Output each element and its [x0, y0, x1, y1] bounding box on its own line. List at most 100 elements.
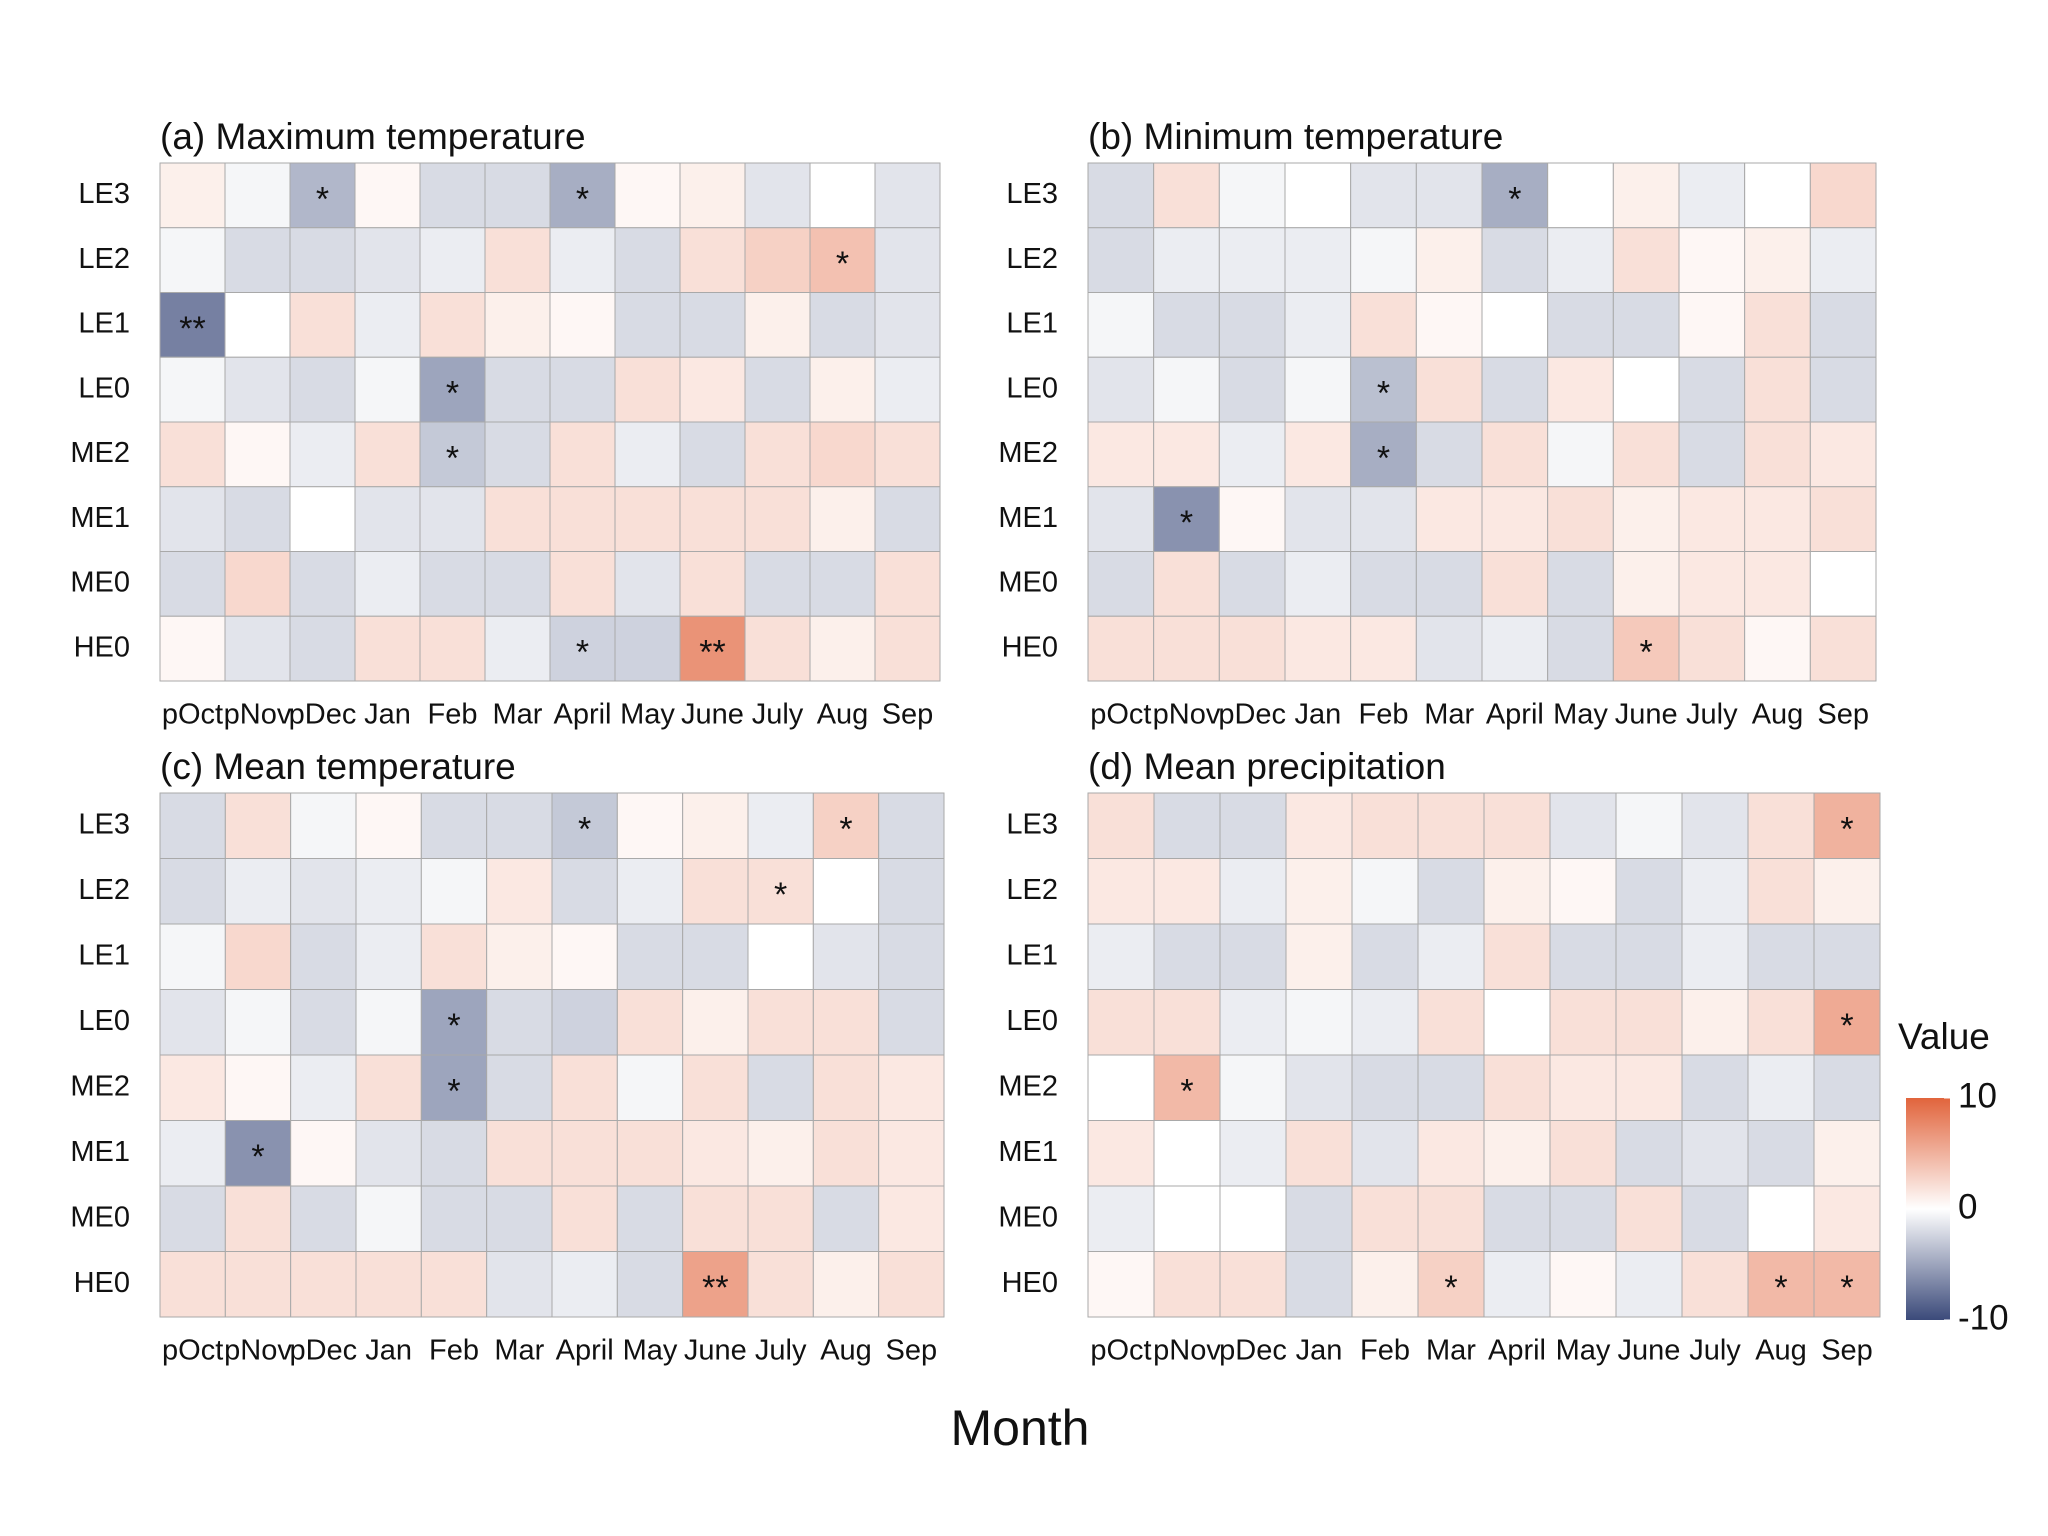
heatmap-cell [1813, 792, 1881, 859]
panel-title: (a) Maximum temperature [160, 116, 586, 157]
heatmap-cell [616, 1185, 684, 1252]
heatmap-cell [679, 551, 746, 617]
heatmap-cell [1350, 551, 1417, 617]
heatmap-cell [224, 421, 291, 488]
heatmap-cell [1218, 227, 1286, 293]
x-tick-label: Mar [1426, 1335, 1476, 1367]
y-tick-label: LE2 [78, 243, 130, 275]
heatmap-cell [1350, 615, 1417, 682]
heatmap-cell [224, 923, 292, 990]
heatmap-cell [616, 1251, 684, 1318]
x-tick-label: Feb [1360, 1335, 1410, 1367]
x-tick-label: May [623, 1335, 678, 1367]
heatmap-cell [159, 421, 226, 488]
heatmap-cell [224, 1054, 292, 1121]
y-tick-label: LE0 [1006, 372, 1058, 404]
heatmap-cell [1681, 923, 1749, 990]
heatmap-cell [1218, 421, 1286, 488]
panel-title: (b) Minimum temperature [1088, 116, 1503, 157]
heatmap-cell [1615, 858, 1683, 925]
heatmap-cell [614, 421, 681, 488]
heatmap-cell [744, 292, 811, 358]
heatmap-cell [809, 615, 876, 682]
y-tick-label: HE0 [1002, 1267, 1058, 1299]
colorbar-tick-label: -10 [1958, 1298, 2009, 1337]
heatmap-cell [679, 292, 746, 358]
heatmap-cell [420, 989, 488, 1056]
heatmap-cell [616, 1120, 684, 1187]
heatmap-cell [551, 858, 618, 925]
heatmap-cell [159, 1185, 226, 1252]
heatmap-cell [1483, 923, 1551, 990]
heatmap-cell [1612, 292, 1680, 358]
x-axis-label: Month [951, 1400, 1090, 1456]
significance-mark: * [251, 1138, 264, 1176]
x-tick-label: May [620, 699, 675, 731]
heatmap-cell [878, 1185, 945, 1252]
significance-mark: * [576, 180, 589, 218]
heatmap-cell [419, 551, 486, 617]
heatmap-cell [1219, 1185, 1287, 1252]
y-tick-label: ME2 [998, 1070, 1058, 1102]
heatmap-cell [874, 421, 941, 488]
heatmap-cell [159, 162, 226, 229]
heatmap-cell [682, 1120, 749, 1187]
significance-mark: * [576, 634, 589, 672]
significance-mark: * [578, 811, 591, 849]
y-tick-label: LE3 [1006, 808, 1058, 840]
heatmap-cell [679, 356, 746, 423]
heatmap-cell [679, 227, 746, 293]
heatmap-cell [1483, 858, 1551, 925]
y-tick-label: LE2 [78, 874, 130, 906]
heatmap-cell [224, 162, 291, 229]
heatmap-cell [1612, 162, 1680, 229]
heatmap-cell [1417, 1185, 1485, 1252]
heatmap-cell [289, 551, 356, 617]
heatmap-cell [809, 551, 876, 617]
heatmap-cell [1681, 792, 1749, 859]
x-tick-label: June [681, 699, 744, 731]
y-tick-label: LE1 [78, 308, 130, 340]
heatmap-cell [1747, 792, 1815, 859]
heatmap-cell [159, 1251, 226, 1318]
heatmap-cell [1417, 989, 1485, 1056]
heatmap-cell [614, 551, 681, 617]
heatmap-cell [1678, 486, 1746, 552]
heatmap-cell [1153, 1251, 1221, 1318]
significance-mark: * [1377, 439, 1390, 477]
y-tick-label: ME2 [998, 437, 1058, 469]
heatmap-cell [679, 615, 746, 682]
heatmap-cell [1087, 615, 1155, 682]
heatmap-cell [747, 858, 814, 925]
heatmap-cell [289, 615, 356, 682]
heatmap-cell [747, 989, 814, 1056]
heatmap-cell [354, 292, 421, 358]
x-tick-label: Sep [1817, 699, 1869, 731]
heatmap-cell [1744, 615, 1811, 682]
heatmap-cell [614, 356, 681, 423]
heatmap-cell [744, 551, 811, 617]
heatmap-cell [1678, 227, 1746, 293]
heatmap-cell [420, 858, 488, 925]
heatmap-cell [224, 1120, 292, 1187]
heatmap-cell [1153, 1054, 1221, 1121]
x-tick-label: July [1686, 699, 1738, 731]
heatmap-cell [419, 162, 486, 229]
heatmap-cell [1153, 227, 1220, 293]
heatmap-cell [812, 923, 880, 990]
heatmap-cell [812, 989, 880, 1056]
heatmap-cell [1153, 356, 1220, 423]
heatmap-cell [682, 792, 749, 859]
heatmap-cell [1218, 162, 1286, 229]
heatmap-cell [812, 1185, 880, 1252]
heatmap-cell [159, 615, 226, 682]
heatmap-cell [484, 162, 551, 229]
heatmap-cell [1284, 227, 1352, 293]
heatmap-cell [159, 551, 226, 617]
heatmap-cell [486, 989, 553, 1056]
heatmap-cell [1744, 551, 1811, 617]
heatmap-cell [1549, 1120, 1617, 1187]
heatmap-cell [159, 792, 226, 859]
heatmap-cell [1219, 1120, 1287, 1187]
heatmap-cell [1153, 162, 1220, 229]
